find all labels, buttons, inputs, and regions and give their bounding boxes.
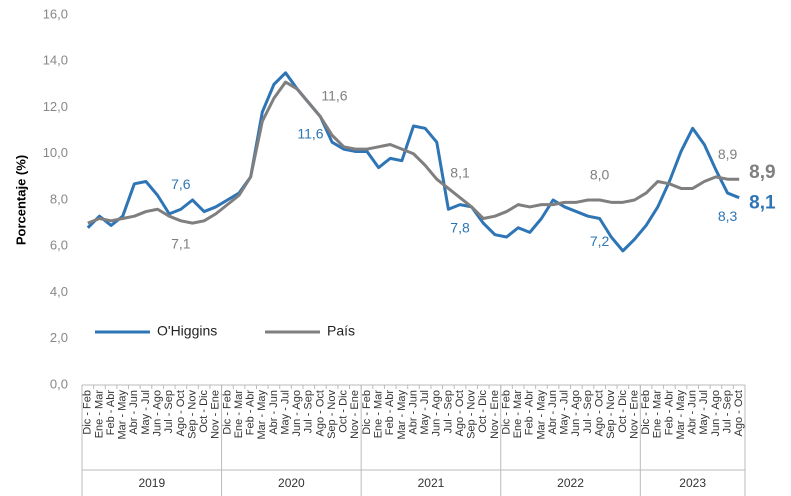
y-tick-label: 8,0 [50,191,68,206]
data-label: 8,1 [450,164,470,180]
y-tick-label: 2,0 [50,330,68,345]
y-tick-label: 10,0 [43,145,68,160]
data-label: 8,9 [718,146,738,162]
group-label: 2021 [418,476,445,490]
x-tick-label: Ago - Oct [733,390,745,436]
x-tick-label: Mar - May [675,390,687,440]
x-tick-label: Jun - Ago [431,390,443,436]
x-tick-label: Ago - Oct [175,390,187,436]
x-tick-label: Mar - May [396,390,408,440]
group-label: 2019 [138,476,165,490]
x-tick-label: Ene - Mar [93,390,105,439]
x-tick-label: Mar - May [535,390,547,440]
y-tick-label: 14,0 [43,53,68,68]
y-tick-label: 16,0 [43,6,68,21]
x-tick-label: Sep - Nov [466,390,478,439]
x-tick-label: Jul - Sep [163,390,175,433]
x-tick-label: Mar - May [117,390,129,440]
end-label: 8,1 [749,193,776,214]
x-tick-label: Mar - May [256,390,268,440]
legend-label: País [327,323,355,339]
x-tick-label: Abr - Jun [547,390,559,435]
x-tick-label: May - Jul [559,390,571,435]
data-label: 7,1 [171,236,191,252]
data-label: 8,3 [718,208,738,224]
x-tick-label: Ene - Mar [652,390,664,439]
x-tick-label: Jun - Ago [291,390,303,436]
end-label: 8,9 [749,162,775,183]
x-tick-label: Jul - Sep [303,390,315,433]
x-tick-label: Jun - Ago [570,390,582,436]
y-tick-label: 0,0 [50,376,68,391]
x-tick-label: May - Jul [698,390,710,435]
x-tick-label: Dic - Feb [500,390,512,435]
group-label: 2020 [278,476,305,490]
group-label: 2022 [557,476,584,490]
series-line [87,80,740,225]
x-tick-label: Sep - Nov [605,390,617,439]
y-tick-label: 4,0 [50,284,68,299]
x-tick-label: Jul - Sep [442,390,454,433]
x-tick-label: Nov - Ene [628,390,640,439]
x-tick-label: Dic - Feb [221,390,233,435]
x-tick-label: Nov - Ene [489,390,501,439]
x-tick-label: Ago - Oct [594,390,606,436]
x-tick-label: May - Jul [279,390,291,435]
y-tick-label: 12,0 [43,99,68,114]
x-tick-label: Oct - Dic [198,390,210,433]
x-tick-label: Nov - Ene [349,390,361,439]
x-tick-label: Abr - Jun [687,390,699,435]
x-tick-label: Ene - Mar [512,390,524,439]
series-line [86,71,740,253]
x-tick-label: Jul - Sep [582,390,594,433]
data-label: 11,6 [297,125,323,141]
x-tick-label: Jun - Ago [710,390,722,436]
x-tick-label: Jul - Sep [721,390,733,433]
x-tick-label: May - Jul [419,390,431,435]
data-label: 11,6 [321,87,347,103]
x-tick-label: Ago - Oct [314,390,326,436]
x-tick-label: May - Jul [140,390,152,435]
x-tick-label: Sep - Nov [186,390,198,439]
y-axis-label: Porcentaje (%) [13,155,28,245]
y-tick-label: 6,0 [50,238,68,253]
x-tick-label: Abr - Jun [128,390,140,435]
x-tick-label: Dic - Feb [361,390,373,435]
x-tick-label: Dic - Feb [640,390,652,435]
x-tick-label: Nov - Ene [210,390,222,439]
data-label: 7,2 [590,233,610,249]
x-tick-label: Abr - Jun [268,390,280,435]
x-tick-label: Feb - Abr [524,390,536,436]
group-label: 2023 [679,476,706,490]
x-tick-label: Feb - Abr [245,390,257,436]
x-tick-label: Feb - Abr [663,390,675,436]
data-label: 7,6 [171,176,191,192]
x-tick-label: Abr - Jun [407,390,419,435]
x-tick-label: Sep - Nov [326,390,338,439]
x-tick-label: Ene - Mar [233,390,245,439]
x-tick-label: Oct - Dic [477,390,489,433]
x-tick-label: Ene - Mar [373,390,385,439]
data-label: 8,0 [590,167,610,183]
x-tick-label: Jun - Ago [152,390,164,436]
x-tick-label: Ago - Oct [454,390,466,436]
x-tick-label: Oct - Dic [617,390,629,433]
data-label: 7,8 [450,219,470,235]
x-tick-label: Feb - Abr [384,390,396,436]
x-tick-label: Dic - Feb [82,390,94,435]
x-tick-label: Feb - Abr [105,390,117,436]
x-tick-label: Oct - Dic [338,390,350,433]
legend-label: O'Higgins [157,323,217,339]
